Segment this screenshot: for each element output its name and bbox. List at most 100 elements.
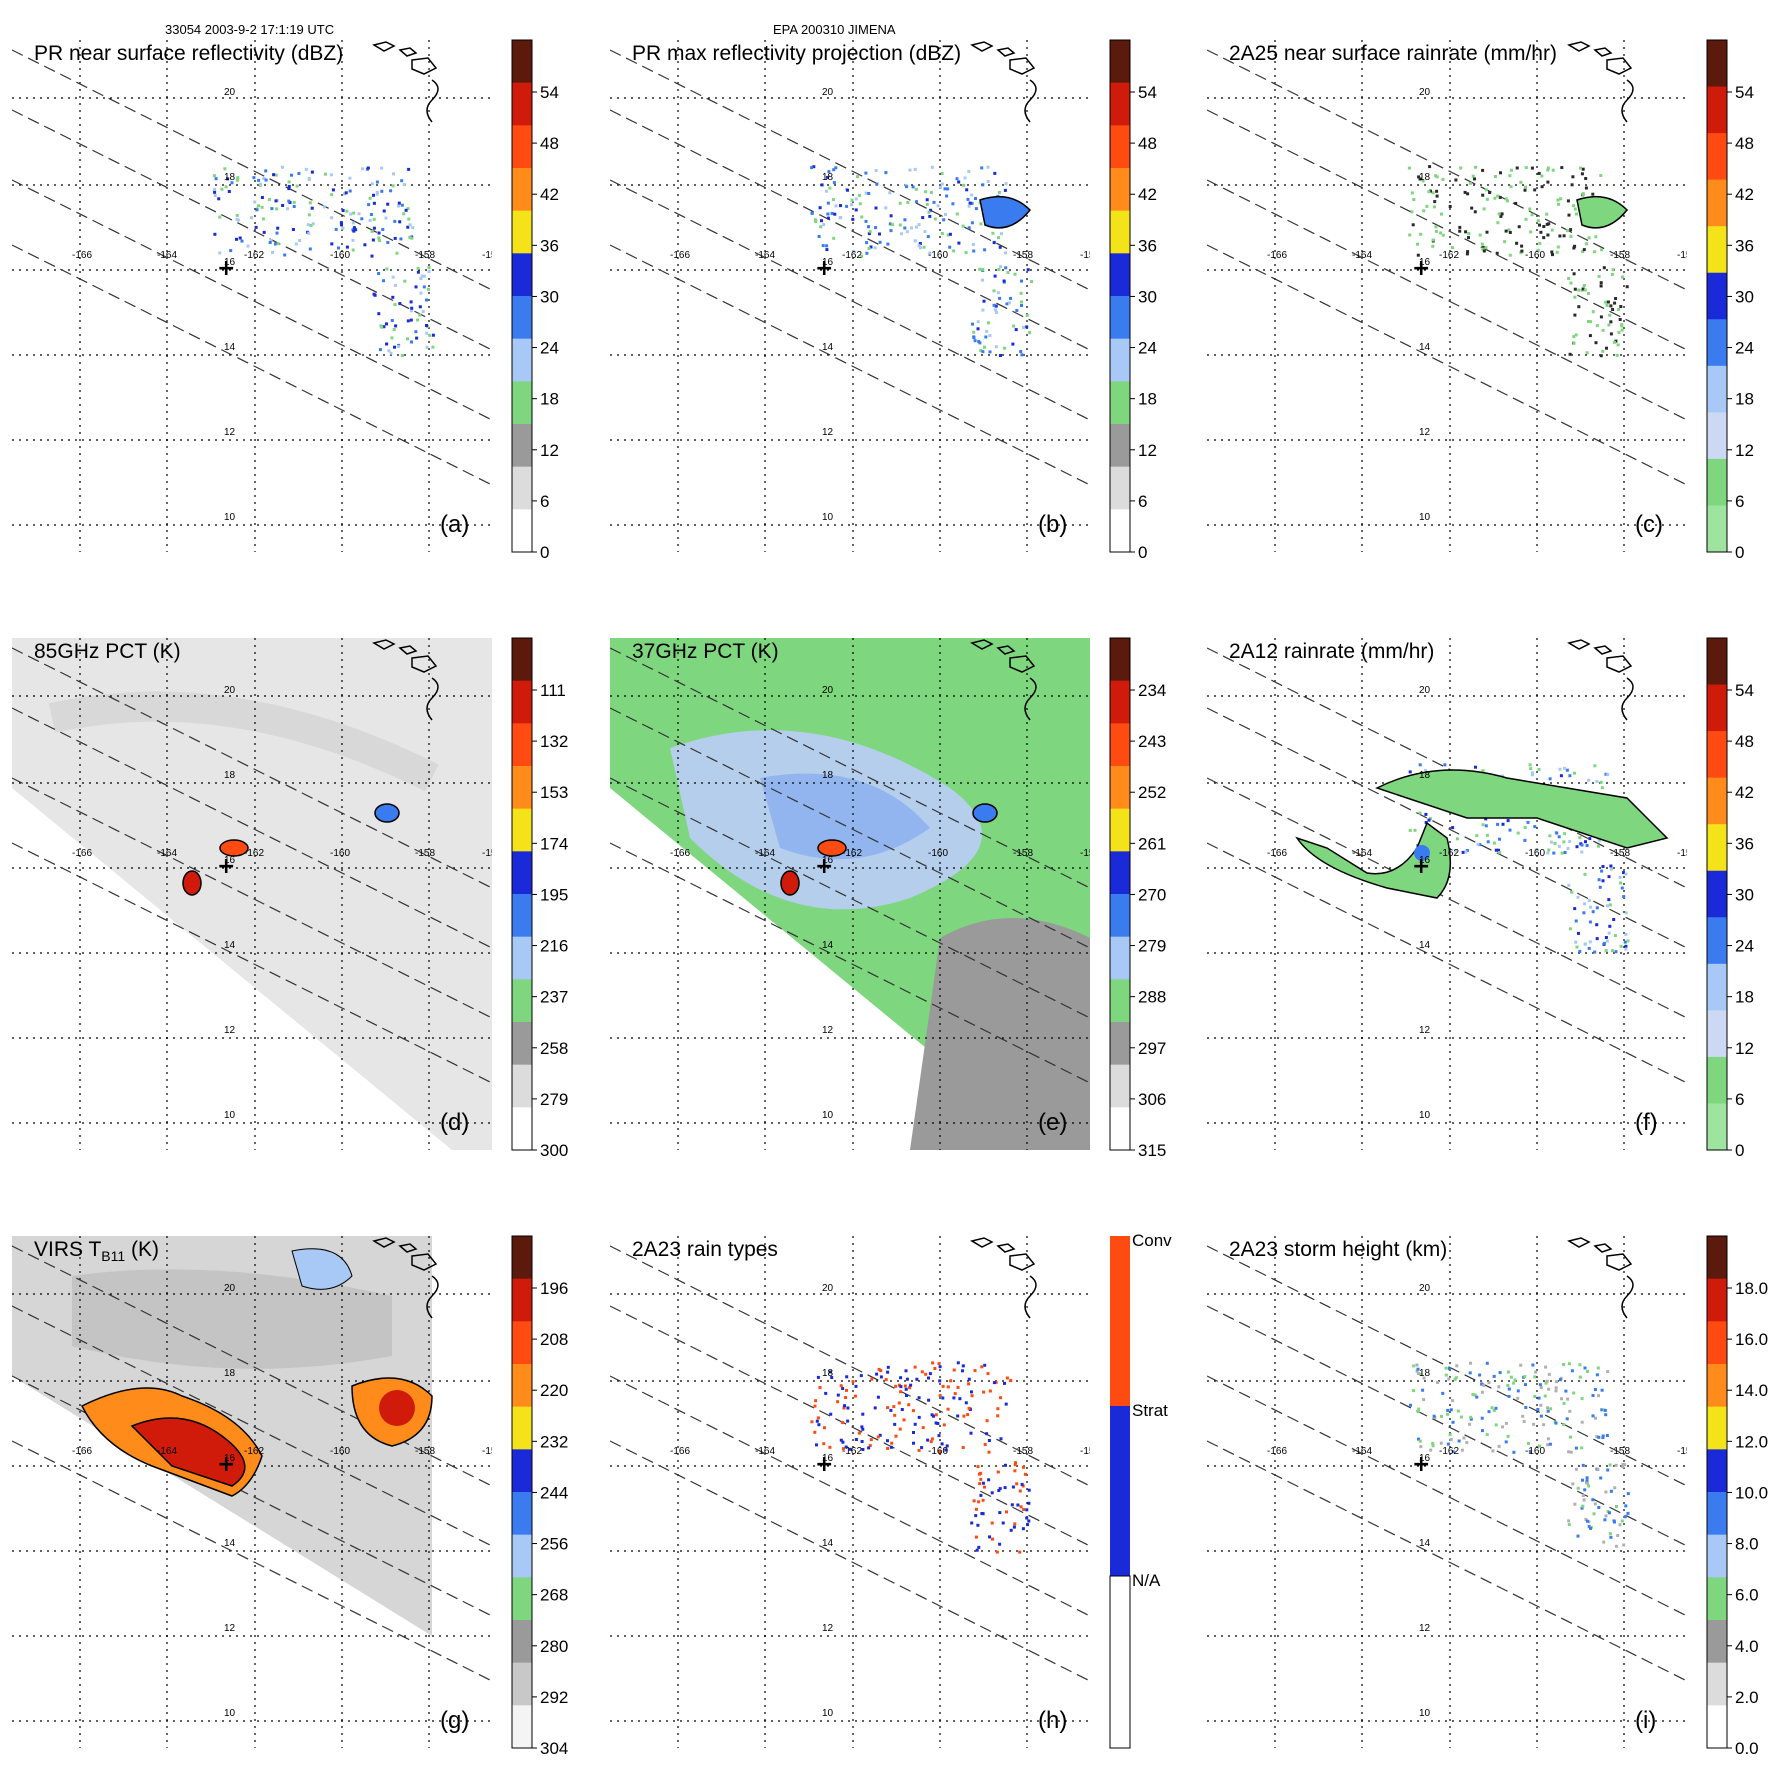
rain-pixel — [1609, 304, 1613, 308]
rain-pixel — [1588, 334, 1592, 338]
rain-pixel — [1021, 1527, 1025, 1531]
rain-pixel — [888, 222, 892, 226]
colorbar-label: Conv — [1132, 1231, 1172, 1250]
lon-tick-label: -166 — [72, 250, 92, 261]
rain-pixel — [933, 217, 937, 221]
rain-pixel — [1543, 1394, 1547, 1398]
rain-pixel — [1606, 1468, 1610, 1472]
rain-pixel — [1522, 1420, 1526, 1423]
rain-pixel — [393, 303, 397, 307]
rain-pixel — [1624, 944, 1628, 948]
pr-swath-edge — [610, 1305, 1090, 1547]
rain-pixel — [1604, 1413, 1608, 1417]
rain-pixel — [813, 1404, 817, 1408]
rain-pixel — [1595, 1373, 1599, 1377]
rain-pixel — [926, 1438, 930, 1442]
rain-pixel — [867, 225, 870, 229]
rain-pixel — [1549, 1407, 1553, 1411]
rain-pixel — [917, 223, 921, 227]
rain-pixel — [1015, 309, 1019, 312]
lat-tick-label: 10 — [1419, 1708, 1431, 1719]
rain-pixel — [972, 1499, 976, 1503]
rain-pixel — [1554, 1389, 1558, 1393]
rain-pixel — [867, 232, 871, 236]
colorbar-swatch — [1707, 365, 1727, 413]
rain-pixel — [1581, 287, 1585, 291]
rain-pixel — [213, 194, 217, 197]
rain-pixel — [1546, 233, 1550, 237]
rain-pixel — [1506, 1384, 1510, 1387]
colorbar-label: 195 — [540, 885, 568, 904]
rain-pixel — [1602, 941, 1606, 945]
rain-pixel — [1478, 233, 1482, 237]
rain-pixel — [983, 1443, 987, 1446]
rain-pixel — [922, 245, 926, 249]
rain-pixel — [903, 226, 907, 230]
rain-pixel — [1536, 1408, 1540, 1411]
colorbar-swatch — [512, 381, 532, 425]
colorbar-label: 42 — [1138, 185, 1157, 204]
cold-cloud-core — [130, 1417, 246, 1487]
rain-pixel — [1454, 1376, 1458, 1380]
rain-pixel — [287, 185, 291, 188]
rain-pixel — [366, 166, 370, 170]
rain-pixel — [886, 1365, 890, 1369]
rain-pixel — [1612, 1519, 1616, 1523]
lat-tick-label: 16 — [1419, 1453, 1431, 1464]
rain-pixel — [1597, 1394, 1600, 1398]
rain-pixel — [269, 239, 273, 242]
rain-pixel — [1567, 1519, 1571, 1523]
rain-pixel — [1622, 871, 1625, 875]
rain-pixel — [1467, 236, 1470, 240]
rain-pixel — [1529, 230, 1533, 234]
rain-pixel — [400, 354, 404, 357]
rain-pixel — [372, 292, 376, 296]
rain-pixel — [1595, 906, 1599, 910]
rain-pixel — [1458, 229, 1462, 233]
rain-pixel — [1424, 821, 1428, 824]
rain-pixel — [904, 1369, 908, 1373]
rain-pixel — [272, 173, 276, 177]
rain-pixel — [869, 245, 873, 249]
rain-pixel — [886, 1439, 889, 1443]
rain-pixel — [942, 218, 946, 222]
rain-pixel — [1584, 1517, 1588, 1521]
rain-pixel — [290, 173, 293, 177]
rain-pixel — [1465, 1441, 1469, 1445]
rain-pixel — [955, 212, 959, 216]
rain-pixel — [1497, 1444, 1501, 1448]
rain-pixel — [1018, 1489, 1022, 1493]
rain-pixel — [1509, 185, 1513, 189]
rain-pixel — [294, 242, 298, 246]
rain-pixel — [1606, 300, 1610, 304]
rain-pixel — [969, 1431, 973, 1435]
rain-pixel — [914, 225, 918, 229]
colorbar-label: 304 — [540, 1739, 568, 1758]
rain-pixel — [1575, 945, 1579, 949]
colorbar-label: 300 — [540, 1141, 568, 1160]
map-panel-b: +-166 -164 -162 -160 -158 -156201816141210PR … — [610, 39, 1157, 562]
colorbar-label: 297 — [1138, 1039, 1166, 1058]
rain-pixel — [286, 207, 290, 211]
rain-pixel — [1533, 825, 1537, 829]
pr-swath-edge — [1207, 109, 1687, 351]
rain-pixel — [894, 1384, 898, 1388]
colorbar-swatch — [1110, 338, 1130, 382]
lat-tick-label: 14 — [224, 940, 236, 951]
rain-pixel — [1439, 231, 1443, 235]
rain-pixel — [817, 1423, 821, 1427]
rain-pixel — [1582, 284, 1586, 287]
rain-pixel — [214, 177, 218, 181]
rain-pixel — [1588, 940, 1592, 944]
colorbar-label: 10.0 — [1735, 1483, 1768, 1502]
rain-pixel — [1455, 837, 1459, 841]
rain-pixel — [967, 1382, 971, 1386]
rain-pixel — [416, 266, 420, 270]
rain-pixel — [1546, 1437, 1550, 1441]
panel-title-subscript: B11 — [101, 1248, 125, 1264]
rain-pixel — [981, 308, 985, 312]
rain-pixel — [928, 214, 932, 218]
rain-pixel — [1494, 1406, 1498, 1410]
rain-pixel — [993, 274, 997, 278]
rain-pixel — [996, 1414, 1000, 1418]
